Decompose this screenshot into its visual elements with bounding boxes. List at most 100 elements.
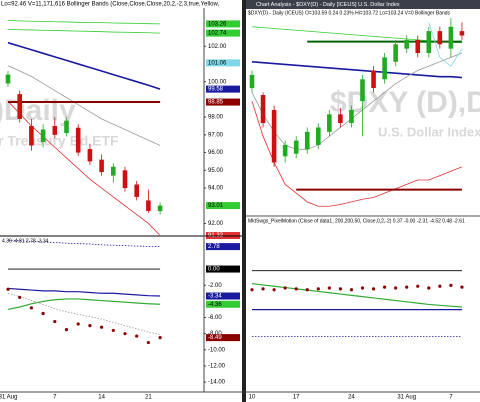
indicator-line (251, 60, 463, 79)
candle-body (111, 166, 116, 176)
indicator-dot (338, 287, 342, 291)
candle-body (87, 149, 93, 162)
axis-marker-label: 103.26 (208, 21, 227, 27)
candle-body (260, 95, 266, 124)
axis-marker (206, 202, 240, 210)
axis-marker (206, 59, 240, 67)
candle-body (316, 127, 321, 145)
candle-body (382, 57, 387, 80)
indicator-dot (158, 336, 162, 340)
indicator-dot (29, 306, 33, 310)
indicator-dot (427, 286, 431, 290)
x-tick-label: 24 (348, 395, 355, 401)
indicator-dot (416, 284, 420, 288)
y-tick-label: -6.00 (208, 315, 222, 321)
indicator-dot (272, 288, 276, 292)
indicator-dot (371, 287, 376, 291)
indicator-dot (146, 340, 150, 345)
candle-body (5, 74, 11, 84)
candle-body (146, 200, 151, 212)
indicator-dot (123, 332, 127, 336)
y-tick-label: -12.00 (208, 364, 226, 370)
candle-body (415, 39, 421, 54)
indicator-dot (383, 285, 387, 289)
axis-marker (206, 300, 240, 308)
indicator-dot (438, 284, 442, 288)
axis-marker-label: 101.06 (208, 60, 227, 66)
indicator-pane (250, 270, 464, 337)
indicator-dot (64, 328, 69, 332)
watermark: $DXY (D),Daily (330, 86, 480, 119)
indicator-line (7, 65, 161, 146)
indicator-dot (100, 325, 104, 329)
candle-body (360, 79, 365, 102)
y-tick-label: 95.00 (208, 168, 224, 174)
indicator-header: MktSwgs_PixelMotion (Close of data1, 200… (248, 218, 465, 224)
axis-marker-label: 2.78 (208, 244, 220, 250)
candle-body (393, 44, 398, 62)
axis-marker (206, 98, 240, 106)
indicator-line (251, 101, 463, 207)
candle-body (17, 94, 22, 119)
price-pane (5, 20, 163, 235)
x-tick-label: 31 Aug (0, 395, 17, 401)
candle-body (459, 31, 465, 36)
candle-body (304, 131, 310, 150)
indicator-dot (305, 288, 309, 292)
indicator-dot (261, 287, 265, 291)
indicator-dot (360, 286, 365, 290)
indicator-dot (394, 286, 398, 290)
indicator-dot (76, 322, 80, 326)
chart-header: Lo=92.46 V=11,171,616 Bollinger Bands (C… (1, 2, 219, 8)
candle-body (99, 159, 104, 173)
price-pane (249, 18, 465, 207)
axis-marker-label: -4.36 (208, 302, 222, 308)
axis-marker-label: 102.74 (208, 31, 227, 37)
chart-header: $DXY(D) - Daily (ICEUS) O=103.59 0.24 0.… (248, 10, 451, 16)
candle-body (448, 26, 454, 49)
indicator-dot (6, 287, 10, 291)
indicator-line (7, 41, 161, 90)
indicator-line (7, 292, 161, 335)
candle-body (249, 74, 255, 89)
axis-marker-label: -8.49 (208, 335, 222, 341)
candle-body (52, 125, 58, 135)
axis-marker-label: 98.85 (208, 100, 224, 106)
candle-body (349, 109, 354, 124)
window-title: Chart Analysis - $DXY(D) - Daily [ICEUS]… (256, 2, 400, 8)
y-tick-label: -10.00 (208, 347, 226, 353)
axis-marker-label: 93.01 (208, 203, 224, 209)
header-bar (246, 9, 480, 17)
indicator-dot (111, 328, 115, 333)
indicator-dot (250, 288, 254, 292)
axis-marker (206, 20, 240, 28)
axis-marker (206, 265, 240, 273)
axis-marker (206, 334, 240, 342)
panel-divider (242, 0, 246, 402)
y-tick-label: 98.00 (208, 115, 224, 121)
y-tick-label: 102.00 (208, 44, 227, 50)
watermark: U.S. Dollar Index (378, 124, 480, 139)
x-tick-label: 10 (249, 395, 256, 401)
candle-body (282, 144, 288, 157)
y-tick-label: -14.00 (208, 380, 226, 386)
candle-body (371, 70, 376, 89)
axis-marker (206, 29, 240, 37)
indicator-line (7, 298, 161, 311)
indicator-header: 4.36 -4.81 2.78 -3.34 (2, 238, 49, 244)
window-title-bar (246, 0, 480, 9)
indicator-dot (316, 287, 320, 291)
header-bar (0, 0, 242, 8)
indicator-line (7, 239, 161, 248)
candle-body (293, 140, 299, 154)
indicator-dot (449, 283, 453, 287)
y-tick-label: 94.00 (208, 186, 224, 192)
axis-marker-label: -3.34 (208, 294, 222, 300)
x-tick-label: 14 (98, 395, 105, 401)
candle-body (404, 39, 409, 49)
watermarks: )Daily r Treasury Bd ETF $DXY (D),Daily … (0, 86, 480, 149)
axis-marker (206, 243, 240, 251)
indicator-dot (283, 286, 287, 290)
indicator-line (7, 20, 161, 25)
